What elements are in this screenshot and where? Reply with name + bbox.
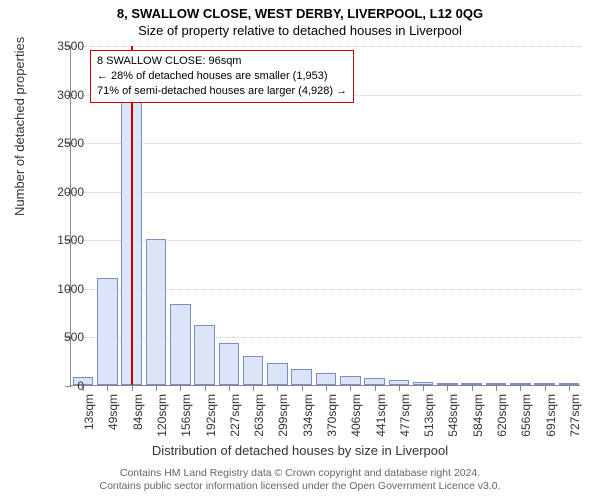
histogram-bar — [340, 376, 361, 385]
x-tick — [132, 385, 133, 391]
x-tick-label: 584sqm — [471, 394, 485, 442]
x-tick-label: 477sqm — [398, 394, 412, 442]
histogram-bar — [364, 378, 385, 385]
y-tick-label: 1500 — [57, 233, 84, 247]
y-tick-label: 1000 — [57, 282, 84, 296]
y-tick — [65, 386, 71, 387]
x-tick — [302, 385, 303, 391]
x-tick-label: 620sqm — [495, 394, 509, 442]
y-tick-label: 0 — [77, 379, 84, 393]
footer-line-1: Contains HM Land Registry data © Crown c… — [0, 467, 600, 481]
x-tick — [472, 385, 473, 391]
grid-line — [71, 143, 581, 144]
x-tick — [520, 385, 521, 391]
x-tick-label: 13sqm — [82, 394, 96, 442]
x-tick — [569, 385, 570, 391]
y-tick-label: 3000 — [57, 88, 84, 102]
histogram-bar — [267, 363, 288, 385]
y-axis-label: Number of detached properties — [12, 37, 27, 216]
histogram-bar — [170, 304, 191, 385]
y-tick-label: 2500 — [57, 136, 84, 150]
x-axis-label: Distribution of detached houses by size … — [0, 443, 600, 458]
x-tick — [277, 385, 278, 391]
x-tick — [326, 385, 327, 391]
y-tick-label: 500 — [64, 330, 84, 344]
x-tick-label: 156sqm — [179, 394, 193, 442]
callout-line-3: 71% of semi-detached houses are larger (… — [97, 84, 347, 99]
callout-box: 8 SWALLOW CLOSE: 96sqm ← 28% of detached… — [90, 50, 354, 103]
x-tick — [229, 385, 230, 391]
x-tick — [350, 385, 351, 391]
x-tick-label: 513sqm — [422, 394, 436, 442]
x-tick-label: 548sqm — [446, 394, 460, 442]
x-tick — [399, 385, 400, 391]
histogram-bar — [316, 373, 337, 385]
x-tick — [496, 385, 497, 391]
y-tick-label: 2000 — [57, 185, 84, 199]
chart-area: 8 SWALLOW CLOSE: 96sqm ← 28% of detached… — [70, 46, 580, 386]
x-tick-label: 84sqm — [131, 394, 145, 442]
footer-line-2: Contains public sector information licen… — [0, 480, 600, 494]
histogram-bar — [146, 239, 167, 385]
x-tick-label: 227sqm — [228, 394, 242, 442]
callout-line-1: 8 SWALLOW CLOSE: 96sqm — [97, 54, 347, 69]
chart-container: 8, SWALLOW CLOSE, WEST DERBY, LIVERPOOL,… — [0, 0, 600, 500]
histogram-bar — [97, 278, 118, 385]
x-tick — [545, 385, 546, 391]
x-tick — [180, 385, 181, 391]
footer: Contains HM Land Registry data © Crown c… — [0, 467, 600, 494]
x-tick-label: 406sqm — [349, 394, 363, 442]
histogram-bar — [219, 343, 240, 385]
x-tick-label: 727sqm — [568, 394, 582, 442]
histogram-bar — [291, 369, 312, 385]
x-tick — [156, 385, 157, 391]
x-tick — [205, 385, 206, 391]
x-tick-label: 334sqm — [301, 394, 315, 442]
x-tick-label: 656sqm — [519, 394, 533, 442]
x-tick — [253, 385, 254, 391]
x-tick-label: 441sqm — [374, 394, 388, 442]
x-tick — [375, 385, 376, 391]
x-tick-label: 691sqm — [544, 394, 558, 442]
histogram-bar — [243, 356, 264, 385]
x-tick-label: 120sqm — [155, 394, 169, 442]
callout-line-2: ← 28% of detached houses are smaller (1,… — [97, 69, 347, 84]
x-tick-label: 192sqm — [204, 394, 218, 442]
y-tick-label: 3500 — [57, 39, 84, 53]
x-tick — [107, 385, 108, 391]
grid-line — [71, 192, 581, 193]
x-tick — [423, 385, 424, 391]
x-tick-label: 299sqm — [276, 394, 290, 442]
histogram-bar — [194, 325, 215, 385]
x-tick-label: 49sqm — [106, 394, 120, 442]
page-title: 8, SWALLOW CLOSE, WEST DERBY, LIVERPOOL,… — [0, 0, 600, 21]
x-tick-label: 370sqm — [325, 394, 339, 442]
grid-line — [71, 46, 581, 47]
page-subtitle: Size of property relative to detached ho… — [0, 21, 600, 38]
x-tick — [447, 385, 448, 391]
x-tick-label: 263sqm — [252, 394, 266, 442]
